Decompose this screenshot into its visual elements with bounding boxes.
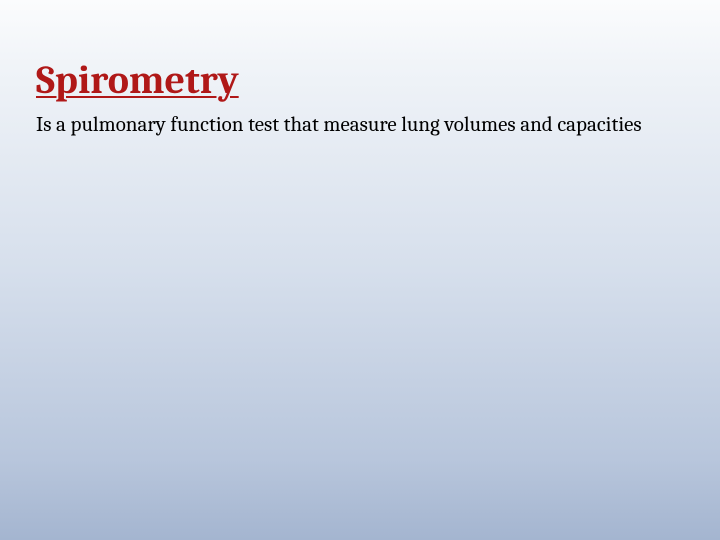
slide-container: Spirometry Is a pulmonary function test … [0, 0, 720, 540]
slide-body-text: Is a pulmonary function test that measur… [36, 112, 656, 138]
slide-title: Spirometry [36, 58, 684, 102]
